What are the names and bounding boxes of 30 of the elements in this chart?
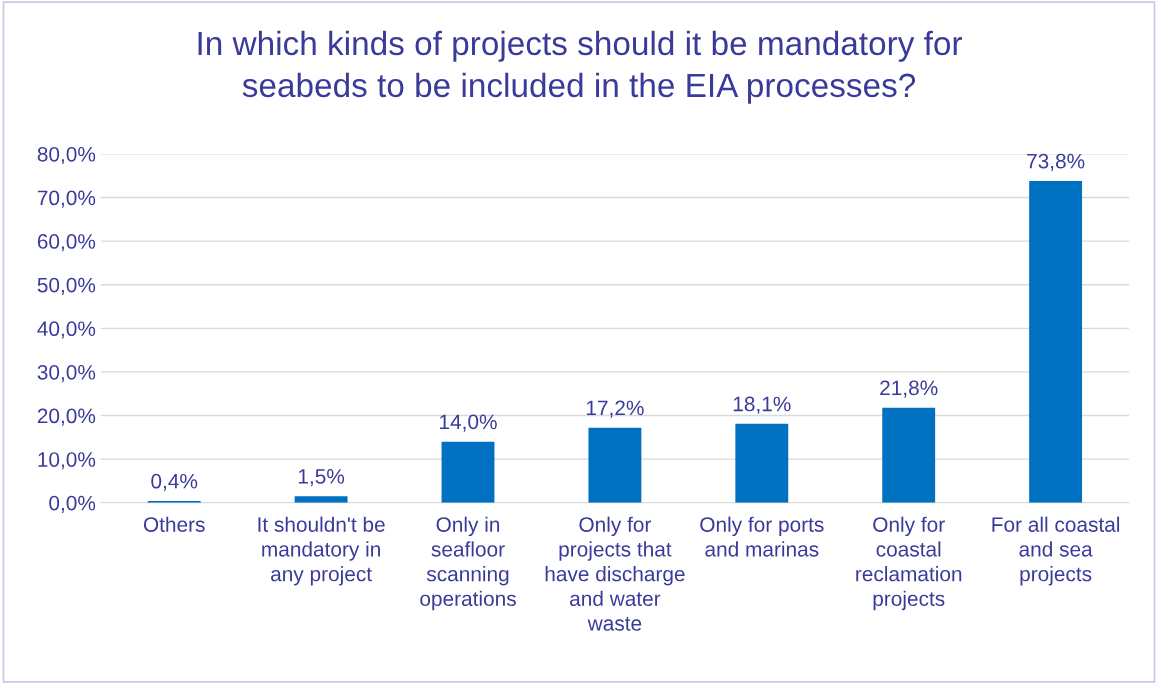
x-tick-label: Only in seafloor scanning operations <box>420 516 516 611</box>
bar <box>1029 180 1083 503</box>
y-tick-label: 10,0% <box>38 452 96 470</box>
y-tick-label: 30,0% <box>37 364 96 383</box>
chart-title: In which kinds of projects should it be mandatory for seabeds to be included in the EIA processes? <box>198 30 962 104</box>
bar <box>882 407 936 503</box>
data-label: 18,1% <box>733 396 791 414</box>
data-label: 73,8% <box>1027 153 1085 171</box>
data-label: 1,5% <box>298 469 345 487</box>
y-tick-label: 40,0% <box>37 321 96 339</box>
data-label: 17,2% <box>586 400 644 418</box>
bar <box>735 423 789 503</box>
x-tick-label: It shouldn't be mandatory in any project <box>258 516 385 586</box>
y-tick-label: 80,0% <box>37 146 96 165</box>
bar <box>441 441 495 503</box>
x-tick-label: Only for ports and marinas <box>700 516 824 557</box>
y-tick-label: 60,0% <box>37 234 96 252</box>
bar <box>588 427 642 503</box>
data-label: 21,8% <box>880 380 938 398</box>
x-tick-label: Only for coastal reclamation projects <box>856 516 962 611</box>
y-tick-label: 70,0% <box>37 190 96 208</box>
data-label: 0,4% <box>151 473 198 492</box>
y-tick-label: 20,0% <box>37 408 96 426</box>
x-tick-label: Only for projects that have discharge and water waste <box>545 516 685 631</box>
x-tick-label: For all coastal and sea projects <box>992 516 1120 586</box>
bar <box>294 496 348 503</box>
y-tick-label: 0,0% <box>49 495 96 513</box>
x-tick-label: Others <box>143 516 205 532</box>
y-tick-label: 50,0% <box>37 277 96 295</box>
data-label: 14,0% <box>440 414 497 432</box>
